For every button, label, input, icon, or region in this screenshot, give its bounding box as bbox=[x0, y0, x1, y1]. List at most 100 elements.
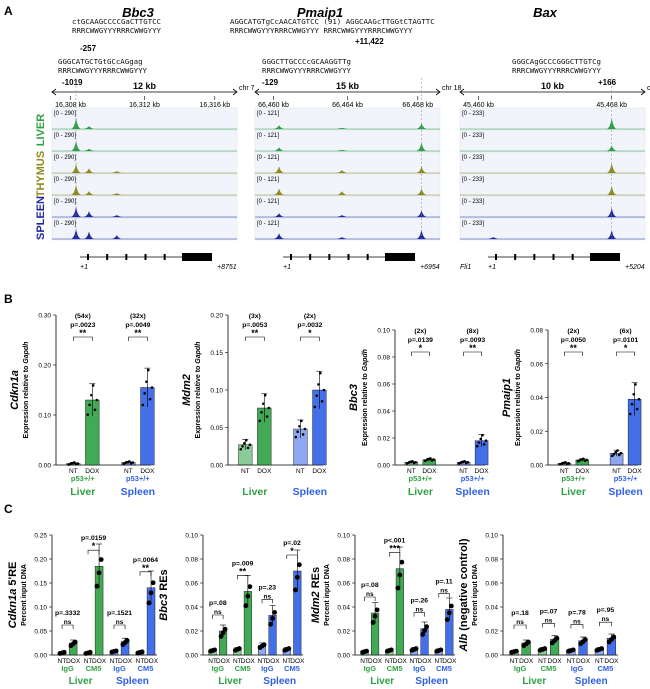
panel-label-b: B bbox=[4, 292, 13, 306]
data-point bbox=[261, 642, 267, 648]
tissue-label-liver: LIVER bbox=[35, 114, 47, 146]
x-tick-label: DOX bbox=[519, 658, 534, 665]
chrom-label: chr 7 bbox=[239, 85, 255, 92]
y-axis-label-text: Expression relative to bbox=[23, 364, 30, 439]
significance-bracket bbox=[300, 336, 320, 341]
x-tick-label: DOX bbox=[628, 468, 643, 475]
data-point bbox=[239, 448, 243, 451]
tissue-label-liver: Liver bbox=[218, 676, 242, 687]
data-point bbox=[260, 410, 263, 414]
significance-bracket bbox=[72, 336, 93, 341]
y-axis-label-text: Expression relative to bbox=[195, 364, 202, 439]
scale-arrow-right bbox=[435, 88, 441, 96]
significance-stars: *** bbox=[389, 544, 400, 554]
data-point bbox=[296, 430, 299, 434]
group-label: CM5 bbox=[436, 664, 452, 673]
y-axis-gene-name: Mdm2 bbox=[181, 374, 193, 406]
scale-arrow-right bbox=[640, 88, 646, 96]
significance-bracket bbox=[413, 612, 425, 617]
tissue-label-spleen: Spleen bbox=[263, 676, 296, 687]
seq-position: -1019 bbox=[62, 78, 83, 87]
track-peak bbox=[84, 191, 94, 195]
coord-label: 16,308 kb bbox=[55, 102, 86, 109]
data-point bbox=[294, 435, 298, 439]
x-tick-label: NT bbox=[136, 658, 145, 665]
y-axis-gene-label: Mdm2 bbox=[181, 374, 193, 406]
data-point bbox=[567, 462, 570, 465]
seq-position: +166 bbox=[598, 78, 617, 87]
x-tick-label: DOX bbox=[548, 658, 563, 665]
data-point bbox=[286, 646, 292, 651]
x-tick-label: DOX bbox=[442, 658, 457, 665]
seq-line1: GGGCATGCTGtGCcAGgag bbox=[58, 57, 143, 66]
tissue-label: Liver bbox=[70, 486, 95, 498]
data-point bbox=[612, 452, 616, 456]
data-point bbox=[424, 624, 429, 630]
x-tick-label: DOX bbox=[312, 468, 327, 475]
tissue-label-spleen: Spleen bbox=[415, 676, 448, 687]
panel-label-a: A bbox=[4, 4, 13, 18]
gene-title-bax: Bax bbox=[533, 5, 558, 20]
track-background bbox=[254, 151, 441, 175]
track-range: [0 - 290] bbox=[54, 177, 76, 183]
data-point bbox=[585, 458, 588, 462]
data-point bbox=[619, 451, 623, 455]
y-axis-gene-suffix: REs bbox=[158, 569, 170, 593]
scale-label: 15 kb bbox=[336, 81, 360, 91]
data-point bbox=[466, 461, 470, 464]
data-point bbox=[243, 603, 249, 609]
x-tick-label: DOX bbox=[85, 468, 100, 475]
data-point bbox=[262, 402, 265, 406]
coord-label: 45,460 kb bbox=[463, 102, 494, 109]
data-point bbox=[617, 453, 621, 457]
track-peak bbox=[606, 207, 617, 217]
group-label: IgG bbox=[364, 664, 377, 673]
data-point bbox=[422, 628, 427, 633]
data-point bbox=[542, 646, 548, 651]
y-axis-gene-label: Alb (negative control) bbox=[458, 538, 470, 652]
data-point bbox=[300, 419, 303, 423]
y-tick-label: 0.30 bbox=[38, 313, 51, 320]
data-point bbox=[94, 583, 100, 589]
track-peak bbox=[71, 163, 82, 173]
significance-stars: * bbox=[290, 546, 294, 556]
data-point bbox=[554, 635, 560, 641]
y-axis-gene-suffix: (negative control) bbox=[458, 538, 470, 634]
data-point bbox=[477, 441, 481, 444]
gene-exon bbox=[328, 254, 331, 260]
group-label: CM5 bbox=[235, 664, 251, 673]
track-background bbox=[254, 107, 441, 131]
data-point bbox=[87, 649, 93, 655]
data-point bbox=[265, 415, 269, 418]
data-point bbox=[372, 613, 378, 619]
data-point bbox=[95, 398, 99, 402]
gene-exon bbox=[87, 254, 89, 260]
data-point bbox=[292, 587, 298, 593]
y-tick-label: 0.10 bbox=[38, 413, 51, 420]
x-tick-label: NT bbox=[241, 468, 250, 475]
y-tick-label: 0.10 bbox=[337, 533, 350, 540]
data-point bbox=[446, 610, 452, 616]
data-point bbox=[599, 646, 605, 651]
group-label: IgG bbox=[571, 664, 584, 673]
coord-label: 66,468 kb bbox=[402, 102, 433, 109]
y-axis-gene-name: Cdkn1a bbox=[7, 589, 19, 629]
y-tick-label: 0.00 bbox=[485, 653, 498, 660]
y-axis-label-text: Percent input DNA bbox=[472, 564, 479, 626]
track-peak bbox=[71, 184, 82, 195]
p-value: p=.0064 bbox=[133, 557, 158, 564]
significance-stars: ns bbox=[440, 587, 448, 594]
gene-exon bbox=[106, 254, 109, 260]
data-point bbox=[218, 634, 224, 639]
x-tick-label: NT bbox=[595, 658, 604, 665]
data-point bbox=[526, 639, 531, 645]
data-point bbox=[90, 393, 93, 397]
track-peak bbox=[274, 213, 285, 217]
track-peak bbox=[71, 228, 82, 239]
data-point bbox=[147, 368, 150, 372]
scale-arrow-left bbox=[254, 88, 260, 96]
significance-bracket bbox=[570, 624, 584, 629]
gene-exon bbox=[533, 254, 536, 260]
scale-label: 10 kb bbox=[541, 81, 565, 91]
data-point bbox=[148, 397, 152, 401]
